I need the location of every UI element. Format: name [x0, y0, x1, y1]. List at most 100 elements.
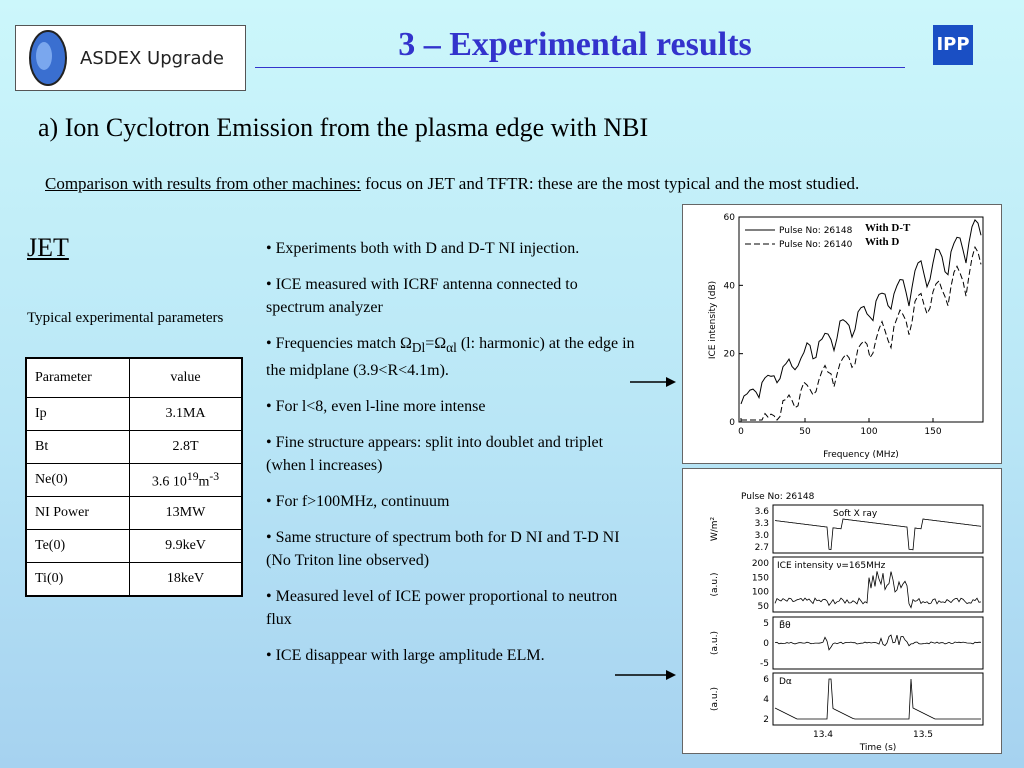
y-axis-title: W/m²: [710, 516, 720, 541]
y-axis-title: (a.u.): [710, 631, 720, 655]
y-tick-label: 5: [763, 619, 769, 629]
ipp-logo: IPP: [933, 25, 973, 65]
cell-sup: -3: [209, 469, 220, 483]
table-row: Te(0) 9.9keV: [25, 529, 243, 563]
header-row: Parameter value: [25, 357, 243, 398]
table-caption: Typical experimental parameters: [27, 310, 224, 326]
bullet: • Measured level of ICE power proportion…: [266, 585, 636, 631]
cell-part: m: [198, 474, 210, 490]
bullet-subscript: αl: [446, 340, 457, 356]
x-tick-label: 0: [738, 427, 744, 437]
bullet: • ICE measured with ICRF antenna connect…: [266, 273, 636, 319]
header-cell: Parameter: [25, 357, 130, 398]
bullet-text: (l: harmonic) at the edge in the midplan…: [266, 335, 635, 380]
cell: Bt: [25, 430, 130, 464]
bullet-text: • Fine structure appears: split into dou…: [266, 434, 604, 475]
bullet-text: • ICE measured with ICRF antenna connect…: [266, 276, 578, 316]
legend-label: Pulse No: 26140: [779, 240, 853, 250]
section-heading: JET: [27, 233, 69, 262]
time-trace: [774, 518, 982, 551]
cell: 9.9keV: [129, 529, 243, 563]
arrows: [615, 377, 676, 680]
title-rule: [255, 67, 905, 68]
bullet-text: • For l<8, even l-line more intense: [266, 398, 486, 416]
figure-title: Pulse No: 26148: [741, 492, 815, 502]
panel-frame: [772, 556, 984, 613]
cell-part: 3.6 10: [151, 474, 187, 490]
time-trace: [774, 678, 981, 720]
panel-label: ICE intensity ν=165MHz: [777, 561, 886, 571]
y-tick-label: 3.3: [755, 519, 769, 529]
table-row: Ip 3.1MA: [25, 397, 243, 431]
table-row: NI Power 13MW: [25, 496, 243, 530]
bullet: • ICE disappear with large amplitude ELM…: [266, 644, 636, 667]
title: 3 – Experimental results: [398, 26, 752, 63]
bullet-text: • ICE disappear with large amplitude ELM…: [266, 647, 545, 665]
panel-frame: [772, 616, 984, 670]
cell-sup: 19: [186, 469, 199, 483]
plot-frame: [738, 216, 984, 423]
logo: ASDEX Upgrade: [15, 25, 246, 91]
y-tick-label: 4: [763, 695, 769, 705]
bullet: • Same structure of spectrum both for D …: [266, 526, 636, 572]
bullet-text: • Same structure of spectrum both for D …: [266, 529, 620, 570]
bullet-text: • Measured level of ICE power proportion…: [266, 588, 618, 629]
table-row: Bt 2.8T: [25, 430, 243, 464]
spectrum-trace: [741, 245, 982, 421]
bullet-text: • Frequencies match Ω: [266, 335, 412, 352]
x-tick-label: 100: [860, 427, 877, 437]
bullet-list: • Experiments both with D and D-T NI inj…: [266, 237, 636, 680]
panel-frame: [772, 672, 984, 726]
bullet-text: =Ω: [425, 335, 447, 352]
y-tick-label: -5: [760, 659, 769, 669]
figure-spectrum: 60 40 20 0 0 50 100 150 Frequency (MHz) ICE inten…: [682, 204, 1002, 464]
timetrace-plot: Pulse No: 26148 3.6 3.3 3.0 2.7 W/m² Soft X ra…: [710, 492, 984, 753]
y-tick-label: 6: [763, 675, 769, 685]
y-tick-label: 60: [724, 213, 736, 223]
logo-text: ASDEX Upgrade: [80, 48, 224, 69]
cell: Te(0): [25, 529, 130, 563]
panel-frame: [772, 504, 984, 554]
y-tick-label: 100: [752, 588, 769, 598]
intro: Comparison with results from other machi…: [45, 172, 955, 196]
table-row: Ti(0) 18keV: [25, 562, 243, 597]
figure-timetraces: Pulse No: 26148 3.6 3.3 3.0 2.7 W/m² Soft X ra…: [682, 468, 1002, 754]
x-axis-title: Frequency (MHz): [823, 450, 899, 460]
y-tick-label: 40: [724, 281, 736, 291]
panel-label: Dα: [779, 677, 792, 687]
bullet: • For f>100MHz, continuum: [266, 490, 636, 513]
cell: Ti(0): [25, 562, 130, 597]
bullet-text: • Experiments both with D and D-T NI inj…: [266, 240, 580, 257]
time-trace: [774, 634, 982, 651]
y-tick-label: 0: [729, 418, 735, 428]
bullet: • Frequencies match ΩDl=Ωαl (l: harmonic…: [266, 332, 636, 382]
x-tick-label: 13.4: [813, 730, 833, 740]
y-tick-label: 3.6: [755, 507, 770, 517]
header-cell: value: [129, 357, 243, 398]
x-axis-title: Time (s): [859, 743, 897, 753]
cell: 3.6 1019m-3: [129, 463, 243, 497]
y-tick-label: 50: [758, 602, 770, 612]
bullet-subscript: Dl: [411, 340, 426, 356]
y-tick-label: 150: [752, 573, 769, 583]
bullet-text: • For f>100MHz, continuum: [266, 493, 450, 511]
cell: Ne(0): [25, 463, 130, 497]
bullet: • Experiments both with D and D-T NI inj…: [266, 237, 636, 260]
table-row: Ne(0) 3.6 1019m-3: [25, 463, 243, 497]
cell: 13MW: [129, 496, 243, 530]
annotation: With D-T: [865, 222, 911, 234]
y-axis-title: (a.u.): [710, 573, 720, 597]
panel-label: Soft X ray: [833, 509, 878, 519]
time-trace: [774, 571, 982, 609]
parameter-table: Parameter value Ip 3.1MA Bt 2.8T Ne(0) 3.6 1019…: [25, 357, 243, 597]
x-tick-label: 13.5: [913, 730, 933, 740]
y-tick-label: 2.7: [755, 543, 769, 553]
spectrum-plot: 60 40 20 00 50 100 150 Frequency (MHz) ICE inten…: [708, 213, 984, 460]
x-tick-label: 150: [924, 427, 941, 437]
intro-lead: Comparison with results from other machi…: [45, 174, 361, 193]
x-tick-label: 50: [799, 427, 811, 437]
y-tick-label: 3.0: [755, 531, 770, 541]
cell: 2.8T: [129, 430, 243, 464]
y-tick-label: 2: [763, 715, 769, 725]
